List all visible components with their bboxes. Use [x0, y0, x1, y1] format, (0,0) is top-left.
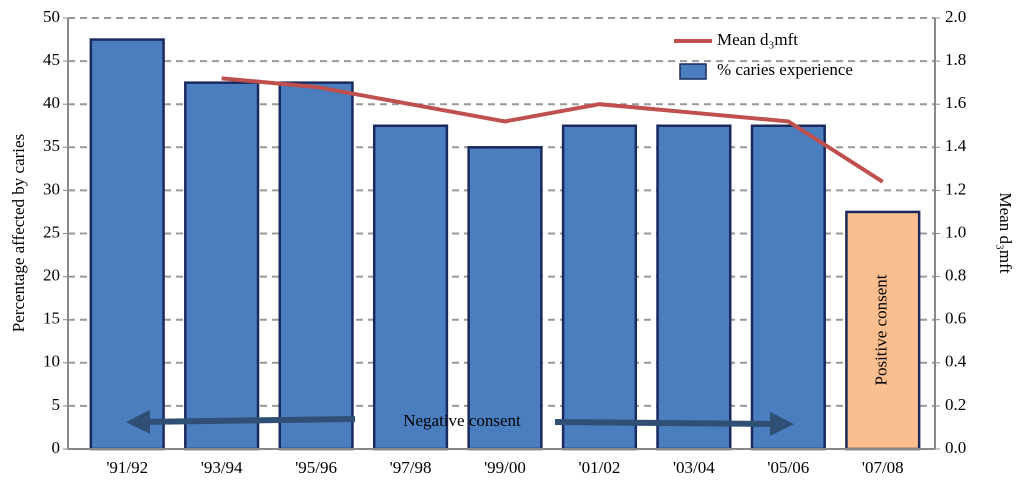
- bar: [278, 81, 354, 451]
- y2-tick-label: 1.2: [945, 179, 966, 198]
- annotation: Positive consent: [872, 274, 891, 385]
- bar: [467, 146, 543, 451]
- x-tick-label: '01/02: [579, 458, 621, 477]
- y2-tick-label: 0.6: [945, 309, 966, 328]
- arrow: [554, 411, 794, 436]
- y-tick-label: 40: [43, 93, 60, 112]
- y-tick-label: 0: [52, 438, 61, 457]
- legend-swatch: [679, 63, 707, 80]
- y-tick-label: 30: [43, 179, 60, 198]
- y2-tick-label: 0.4: [945, 352, 967, 371]
- y-tick-label: 20: [43, 266, 60, 285]
- x-tick-label: '93/94: [201, 458, 243, 477]
- legend-label: % caries experience: [717, 60, 853, 79]
- line: [221, 76, 884, 184]
- y-axis-label: Percentage affected by caries: [9, 134, 28, 332]
- y2-tick-label: 0.8: [945, 266, 966, 285]
- y2-tick-label: 1.6: [945, 93, 966, 112]
- y2-tick-label: 1.8: [945, 50, 966, 69]
- y2-tick-label: 0.0: [945, 438, 966, 457]
- x-tick-label: '95/96: [295, 458, 337, 477]
- y2-tick-label: 1.0: [945, 222, 966, 241]
- bar: [845, 210, 921, 451]
- y-tick-label: 45: [43, 50, 60, 69]
- y2-tick-label: 1.4: [945, 136, 967, 155]
- bar: [372, 124, 449, 451]
- y-tick-label: 50: [43, 7, 60, 26]
- y2-tick-label: 0.2: [945, 395, 966, 414]
- y-tick-label: 15: [43, 309, 60, 328]
- x-tick-label: '07/08: [862, 458, 904, 477]
- y-tick-label: 10: [43, 352, 60, 371]
- y2-axis-label: Mean d₃mft: [996, 193, 1015, 274]
- bar: [561, 124, 638, 451]
- bar: [656, 124, 732, 451]
- x-tick-label: '03/04: [673, 458, 715, 477]
- legend-label: Mean d₃mft: [717, 30, 798, 49]
- arrow: [126, 409, 356, 434]
- x-tick-label: '05/06: [767, 458, 809, 477]
- bar: [89, 38, 165, 451]
- x-tick-label: '91/92: [106, 458, 148, 477]
- x-tick-label: '97/98: [390, 458, 432, 477]
- x-tick-label: '99/00: [484, 458, 526, 477]
- y-tick-label: 5: [52, 395, 61, 414]
- bar: [184, 81, 260, 451]
- y-tick-label: 25: [43, 222, 60, 241]
- y2-tick-label: 2.0: [945, 7, 966, 26]
- bar: [750, 124, 826, 451]
- y-tick-label: 35: [43, 136, 60, 155]
- annotation: Negative consent: [403, 411, 521, 430]
